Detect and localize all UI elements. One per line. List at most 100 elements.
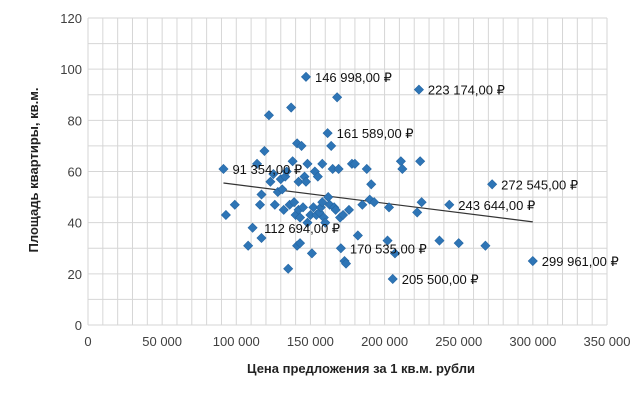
- data-points: [218, 71, 538, 284]
- data-point: [322, 128, 333, 139]
- x-tick-label: 0: [84, 334, 91, 349]
- data-label: 112 694,00 ₽: [264, 221, 340, 236]
- data-point: [480, 240, 491, 251]
- data-point: [333, 163, 344, 174]
- data-point: [338, 209, 349, 221]
- data-point: [383, 202, 395, 213]
- data-point: [302, 158, 313, 169]
- x-axis-title: Цена предложения за 1 кв.м. рубли: [247, 361, 475, 376]
- data-label: 243 644,00 ₽: [458, 198, 535, 213]
- data-point: [292, 138, 303, 149]
- data-point: [297, 202, 309, 213]
- data-label: 170 535,00 ₽: [350, 241, 427, 256]
- data-point: [265, 176, 276, 187]
- data-point: [247, 222, 258, 233]
- y-tick-label: 120: [60, 11, 82, 26]
- data-point: [487, 179, 498, 190]
- axes: 0 50 000 100 000 150 000 200 000 250 000 300 0…: [60, 11, 630, 349]
- data-point: [326, 140, 337, 151]
- data-point: [369, 197, 380, 208]
- data-point: [453, 238, 464, 249]
- data-point: [315, 202, 326, 213]
- data-point: [387, 273, 398, 284]
- data-point: [277, 184, 288, 195]
- data-point: [289, 197, 300, 208]
- data-point: [259, 146, 270, 157]
- y-axis-title: Площадь квартиры, кв.м.: [26, 88, 41, 253]
- data-point: [335, 243, 346, 254]
- data-point: [252, 158, 263, 169]
- data-label: 299 961,00 ₽: [542, 254, 619, 269]
- data-point: [416, 197, 427, 208]
- y-tick-label: 20: [68, 267, 82, 282]
- data-point: [382, 235, 393, 246]
- data-point: [281, 166, 292, 177]
- data-point: [268, 169, 279, 180]
- data-point: [415, 156, 426, 167]
- data-point: [308, 202, 319, 213]
- data-label: 205 500,00 ₽: [402, 272, 479, 287]
- data-label: 91 354,00 ₽: [232, 162, 302, 177]
- data-point: [263, 110, 274, 121]
- data-point: [278, 204, 289, 215]
- data-point: [295, 212, 306, 223]
- data-point: [444, 199, 455, 210]
- data-point: [229, 199, 240, 210]
- data-point: [397, 163, 408, 174]
- data-point: [295, 238, 306, 249]
- data-point: [332, 92, 343, 103]
- data-point: [343, 204, 355, 215]
- x-tick-label: 250 000: [435, 334, 482, 349]
- data-point: [296, 140, 307, 151]
- data-point: [340, 258, 352, 269]
- gridlines: [87, 17, 608, 326]
- data-point: [357, 199, 368, 210]
- data-point: [317, 158, 328, 169]
- data-point: [293, 176, 304, 187]
- data-point: [352, 230, 363, 241]
- data-point: [412, 207, 423, 218]
- x-tick-label: 150 000: [287, 334, 334, 349]
- data-point: [286, 102, 297, 113]
- data-point: [317, 197, 328, 208]
- data-point: [349, 158, 360, 169]
- data-point: [413, 84, 424, 95]
- data-point: [302, 217, 313, 228]
- data-point: [389, 248, 400, 259]
- data-point: [287, 156, 298, 167]
- x-tick-label: 50 000: [142, 334, 182, 349]
- data-point: [283, 263, 294, 274]
- data-point: [220, 209, 231, 221]
- data-point: [300, 71, 312, 82]
- data-point: [243, 240, 254, 251]
- x-tick-label: 300 000: [509, 334, 556, 349]
- y-tick-label: 40: [68, 216, 82, 231]
- data-point: [527, 256, 538, 267]
- data-label: 161 589,00 ₽: [337, 126, 414, 141]
- data-point: [256, 232, 267, 244]
- data-point: [312, 171, 323, 182]
- data-point: [306, 248, 317, 259]
- data-point: [300, 176, 312, 187]
- x-tick-label: 350 000: [584, 334, 631, 349]
- data-label: 223 174,00 ₽: [428, 83, 505, 98]
- data-point: [361, 163, 372, 174]
- data-point: [320, 217, 331, 228]
- data-point: [218, 163, 229, 174]
- data-point: [280, 171, 291, 182]
- y-tick-label: 60: [68, 165, 82, 180]
- data-point: [269, 199, 280, 210]
- data-point: [395, 156, 406, 167]
- data-label: 146 998,00 ₽: [315, 70, 392, 85]
- data-point: [434, 235, 445, 246]
- data-point: [256, 189, 267, 200]
- y-tick-label: 100: [60, 62, 82, 77]
- data-labels: 91 354,00 ₽ 146 998,00 ₽ 223 174,00 ₽ 161 5…: [232, 70, 618, 287]
- y-tick-label: 80: [68, 113, 82, 128]
- data-label: 272 545,00 ₽: [501, 177, 578, 192]
- data-point: [330, 204, 341, 215]
- x-tick-label: 100 000: [213, 334, 260, 349]
- data-point: [254, 199, 266, 210]
